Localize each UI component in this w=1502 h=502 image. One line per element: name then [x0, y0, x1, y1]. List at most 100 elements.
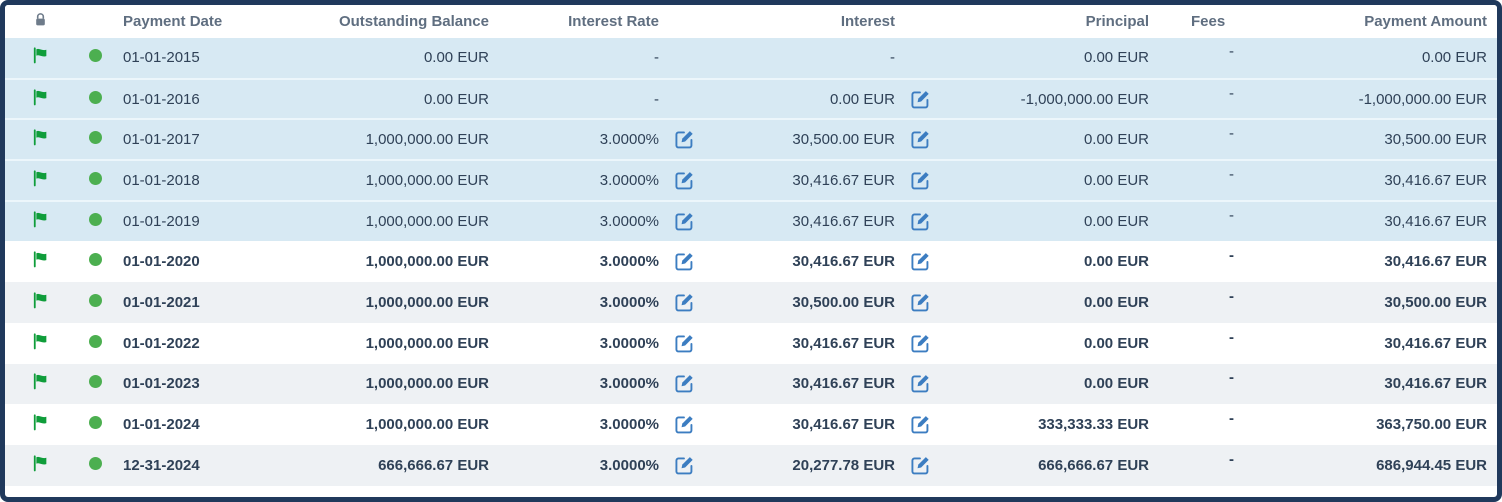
interest-value: 30,500.00 EUR — [792, 293, 895, 311]
principal-value: 0.00 EUR — [1083, 334, 1149, 352]
interest-rate-value: 3.0000% — [599, 131, 659, 149]
interest-rate-value: 3.0000% — [599, 375, 659, 393]
interest-rate-value: 3.0000% — [599, 416, 659, 434]
outstanding-balance-cell: 0.00 EUR — [245, 38, 495, 79]
edit-interest-button[interactable] — [895, 292, 931, 313]
status-cell — [75, 118, 115, 161]
outstanding-balance-cell: 1,000,000.00 EUR — [245, 323, 495, 364]
outstanding-balance-cell: 1,000,000.00 EUR — [245, 282, 495, 323]
edit-interest-button[interactable] — [895, 129, 931, 150]
edit-interest-rate-button[interactable] — [659, 455, 695, 476]
fees-header: Fees — [1191, 13, 1226, 30]
payment-date-value: 01-01-2017 — [123, 131, 200, 149]
principal-cell: 666,666.67 EUR — [937, 445, 1155, 486]
fees-value: - — [1229, 410, 1234, 428]
status-dot-icon — [88, 334, 102, 348]
payment-date-header: Payment Date — [123, 13, 223, 30]
payment-date-cell: 01-01-2019 — [115, 199, 245, 242]
payment-amount-header: Payment Amount — [1364, 13, 1487, 30]
table-row: 01-01-2018 1,000,000.00 EUR 3.0000% 30,4… — [5, 159, 1497, 201]
edit-interest-rate-button[interactable] — [659, 170, 695, 191]
status-dot-icon — [88, 456, 102, 470]
schedule-rows: 01-01-2015 0.00 EUR - - — [5, 38, 1497, 486]
edit-interest-rate-button[interactable] — [659, 333, 695, 354]
status-dot-icon — [88, 293, 102, 307]
edit-interest-rate-button[interactable] — [659, 414, 695, 435]
status-column-header — [75, 5, 115, 38]
interest-rate-cell: 3.0000% — [495, 364, 701, 405]
interest-rate-value: 3.0000% — [599, 213, 659, 231]
payment-amount-cell: 30,416.67 EUR — [1290, 323, 1497, 364]
table-row: 01-01-2023 1,000,000.00 EUR 3.0000% 30,4… — [5, 363, 1497, 405]
lock-icon — [33, 12, 48, 27]
status-dot-icon — [88, 375, 102, 389]
table-row: 01-01-2024 1,000,000.00 EUR 3.0000% 30,4… — [5, 404, 1497, 445]
flag-icon — [32, 211, 49, 228]
principal-cell: 0.00 EUR — [937, 159, 1155, 201]
status-dot-icon — [88, 416, 102, 430]
flag-icon — [32, 373, 49, 390]
edit-interest-button[interactable] — [895, 170, 931, 191]
payment-date-value: 01-01-2024 — [123, 416, 200, 434]
fees-cell: - — [1155, 159, 1290, 201]
payment-date-value: 01-01-2020 — [123, 253, 200, 271]
interest-rate-value: 3.0000% — [599, 253, 659, 271]
outstanding-balance-cell: 1,000,000.00 EUR — [245, 241, 495, 282]
payment-date-value: 01-01-2016 — [123, 90, 200, 108]
payment-date-cell: 01-01-2023 — [115, 364, 245, 405]
edit-interest-rate-button[interactable] — [659, 211, 695, 232]
edit-interest-button[interactable] — [895, 251, 931, 272]
status-cell — [75, 282, 115, 323]
outstanding-balance-cell: 1,000,000.00 EUR — [245, 404, 495, 445]
principal-cell: 0.00 EUR — [937, 199, 1155, 242]
principal-value: 0.00 EUR — [1083, 171, 1149, 189]
payment-amount-cell: 30,500.00 EUR — [1290, 282, 1497, 323]
interest-value: 30,416.67 EUR — [792, 416, 895, 434]
fees-value: - — [1229, 207, 1234, 225]
payment-amount-cell: 30,500.00 EUR — [1290, 118, 1497, 161]
flag-icon — [32, 251, 49, 268]
outstanding-balance-cell: 1,000,000.00 EUR — [245, 159, 495, 201]
outstanding-balance-header: Outstanding Balance — [338, 13, 489, 30]
principal-cell: 0.00 EUR — [937, 364, 1155, 405]
status-cell — [75, 241, 115, 282]
edit-interest-button[interactable] — [895, 414, 931, 435]
edit-interest-button[interactable] — [895, 211, 931, 232]
table-header: Payment Date Outstanding Balance Interes… — [5, 5, 1497, 38]
interest-rate-value: 3.0000% — [599, 293, 659, 311]
interest-cell: 30,500.00 EUR — [701, 282, 937, 323]
status-dot-icon — [88, 49, 102, 63]
edit-interest-rate-button[interactable] — [659, 251, 695, 272]
status-cell — [75, 77, 115, 120]
edit-interest-button[interactable] — [895, 333, 931, 354]
flag-icon — [32, 455, 49, 472]
interest-cell: 30,500.00 EUR — [701, 118, 937, 161]
principal-value: 0.00 EUR — [1083, 375, 1149, 393]
table-row: 01-01-2020 1,000,000.00 EUR 3.0000% 30,4… — [5, 241, 1497, 283]
principal-value: 0.00 EUR — [1083, 131, 1149, 149]
interest-cell: 0.00 EUR — [701, 77, 937, 120]
edit-interest-rate-button[interactable] — [659, 292, 695, 313]
edit-interest-rate-button[interactable] — [659, 129, 695, 150]
payment-amount-cell: 30,416.67 EUR — [1290, 159, 1497, 201]
flag-cell — [5, 364, 75, 405]
fees-value: - — [1229, 84, 1234, 102]
interest-rate-cell: 3.0000% — [495, 159, 701, 201]
principal-value: 0.00 EUR — [1083, 213, 1149, 231]
interest-value: 30,416.67 EUR — [792, 375, 895, 393]
outstanding-balance-cell: 1,000,000.00 EUR — [245, 364, 495, 405]
edit-interest-button[interactable] — [895, 89, 931, 110]
payment-date-value: 01-01-2022 — [123, 334, 200, 352]
status-cell — [75, 159, 115, 201]
interest-rate-value: 3.0000% — [599, 456, 659, 474]
edit-interest-button[interactable] — [895, 373, 931, 394]
flag-cell — [5, 118, 75, 161]
table-row: 01-01-2016 0.00 EUR - 0.00 EUR — [5, 77, 1497, 120]
flag-icon — [32, 333, 49, 350]
fees-cell: - — [1155, 38, 1290, 79]
principal-header: Principal — [1085, 13, 1149, 30]
payment-date-value: 01-01-2015 — [123, 49, 200, 67]
edit-interest-button[interactable] — [895, 455, 931, 476]
edit-interest-rate-button[interactable] — [659, 373, 695, 394]
